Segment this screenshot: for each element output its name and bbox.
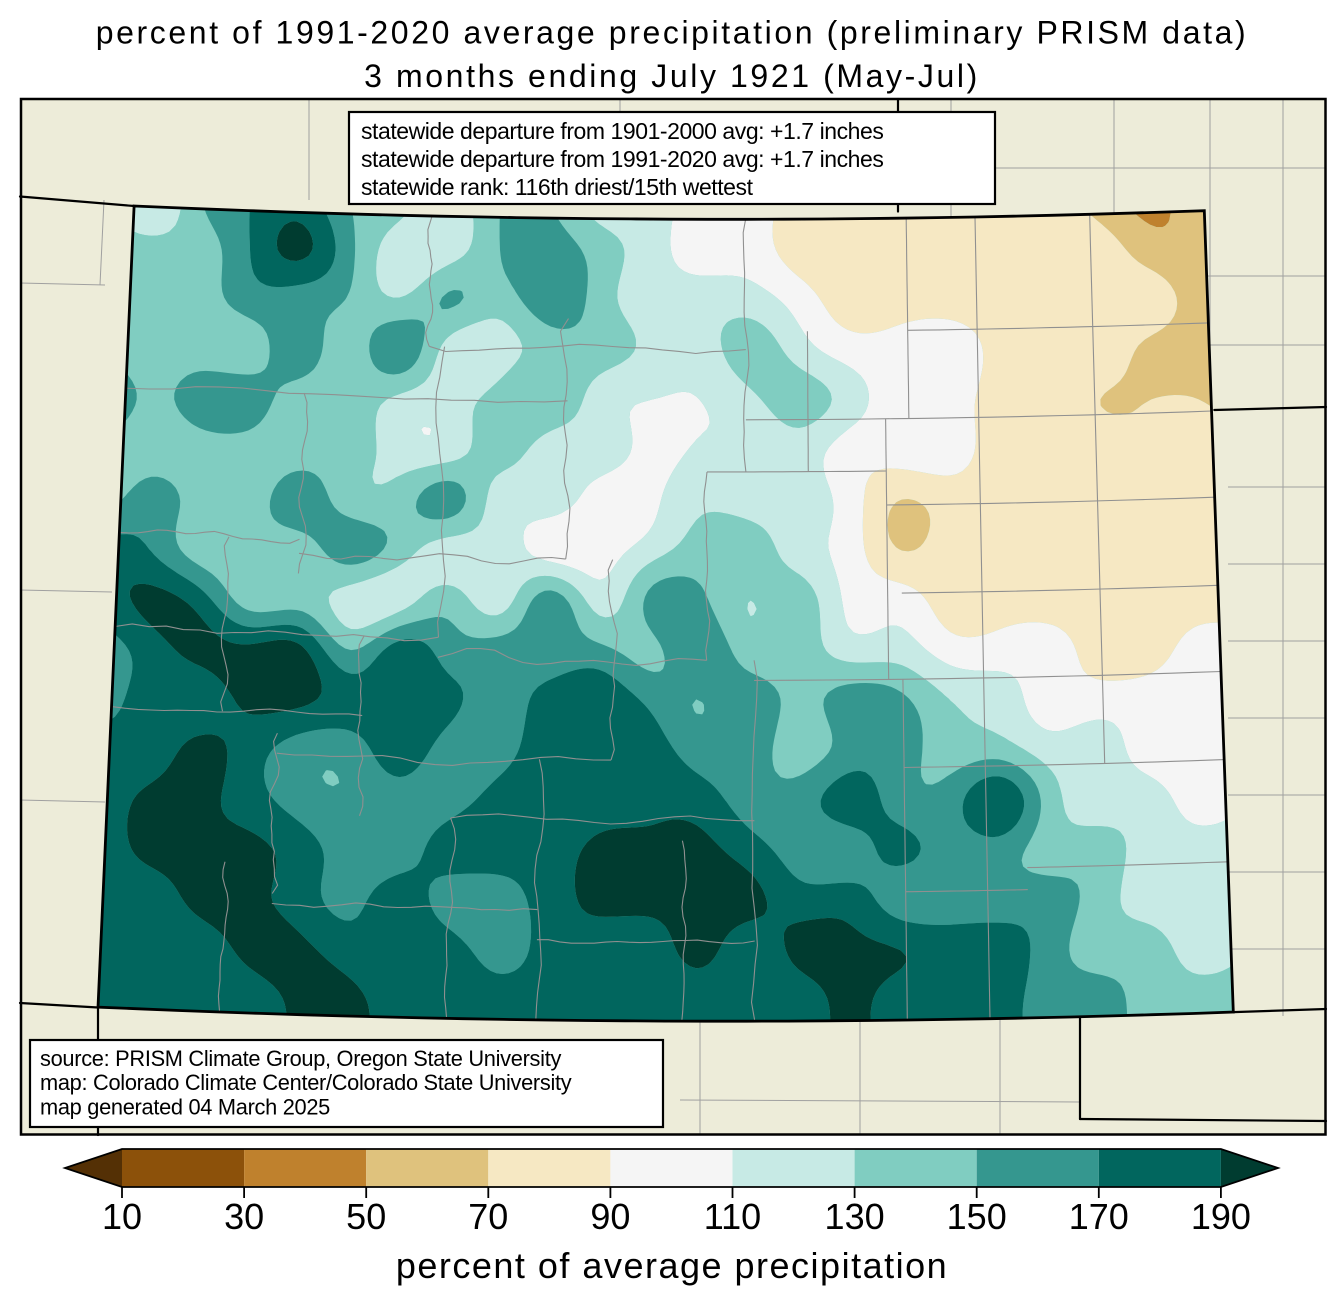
svg-text:50: 50 — [346, 1196, 386, 1237]
svg-text:statewide departure from 1991-: statewide departure from 1991-2020 avg: … — [361, 146, 883, 172]
svg-text:3 months ending July 1921 (May: 3 months ending July 1921 (May-Jul) — [364, 58, 980, 94]
svg-text:map: Colorado Climate Center/C: map: Colorado Climate Center/Colorado St… — [40, 1070, 572, 1095]
svg-text:statewide departure from 1901-: statewide departure from 1901-2000 avg: … — [361, 118, 883, 144]
svg-text:30: 30 — [224, 1196, 264, 1237]
svg-text:150: 150 — [947, 1196, 1007, 1237]
svg-text:percent of average precipitati: percent of average precipitation — [396, 1245, 948, 1286]
svg-text:source: PRISM Climate Group, O: source: PRISM Climate Group, Oregon Stat… — [40, 1046, 561, 1071]
svg-text:190: 190 — [1191, 1196, 1251, 1237]
svg-text:110: 110 — [704, 1196, 761, 1237]
svg-text:percent of 1991-2020 average p: percent of 1991-2020 average precipitati… — [96, 15, 1249, 51]
svg-text:10: 10 — [102, 1196, 142, 1237]
svg-text:130: 130 — [825, 1196, 885, 1237]
svg-text:90: 90 — [590, 1196, 630, 1237]
svg-text:map generated 04 March 2025: map generated 04 March 2025 — [40, 1094, 330, 1119]
svg-text:70: 70 — [468, 1196, 508, 1237]
svg-text:170: 170 — [1069, 1196, 1129, 1237]
svg-text:statewide rank: 116th driest/1: statewide rank: 116th driest/15th wettes… — [361, 174, 754, 200]
